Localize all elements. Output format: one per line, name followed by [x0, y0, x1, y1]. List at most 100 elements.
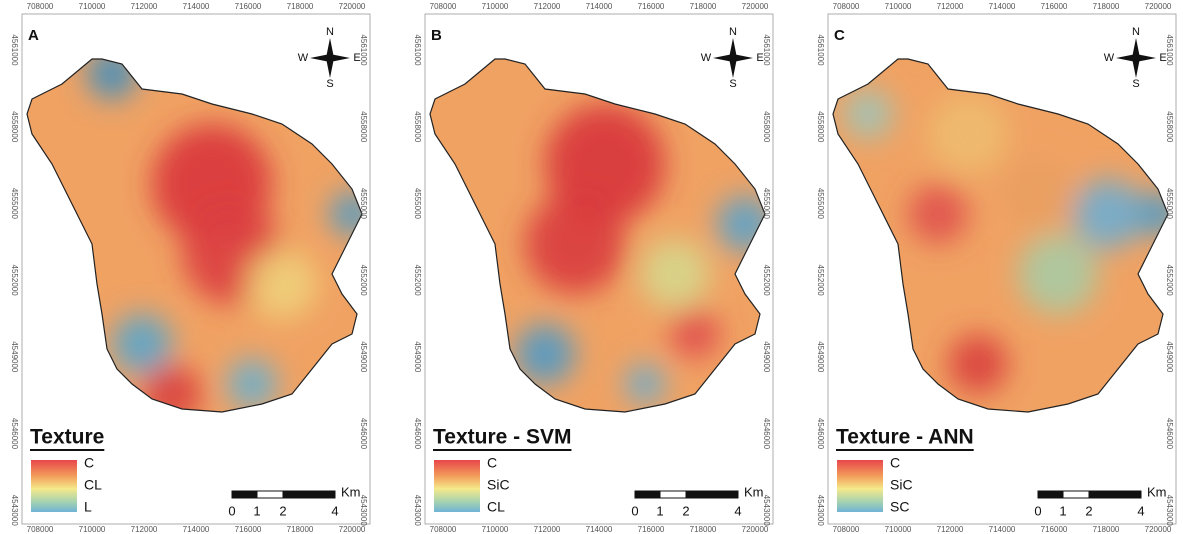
x-tick-label: 720000 [339, 525, 366, 534]
x-tick-label: 716000 [235, 525, 262, 534]
compass-label: S [326, 78, 333, 90]
y-tick-label: 4546000 [1165, 418, 1174, 450]
y-tick-label: 4546000 [413, 418, 422, 450]
x-tick-label: 712000 [131, 2, 158, 11]
y-tick-label: 4546000 [816, 418, 825, 450]
y-tick-label: 4555000 [10, 188, 19, 220]
x-tick-label: 720000 [742, 2, 769, 11]
y-tick-label: 4549000 [413, 341, 422, 373]
y-tick-label: 4552000 [413, 265, 422, 297]
scale-bar-segment [232, 491, 257, 498]
figure: 708000 708000 710000 710000 712000 712000 7140… [0, 0, 1183, 534]
scale-bar-segment [1063, 491, 1089, 498]
legend-label: C [84, 455, 94, 471]
scale-bar-label: 4 [734, 503, 741, 518]
x-tick-label: 718000 [287, 2, 314, 11]
x-tick-label: 710000 [79, 2, 106, 11]
compass-label: E [353, 52, 360, 64]
x-tick-label: 714000 [586, 525, 613, 534]
y-tick-label: 4552000 [10, 265, 19, 297]
x-tick-label: 712000 [534, 525, 561, 534]
compass-label: W [701, 52, 712, 64]
texture-zone [928, 94, 1008, 174]
scale-bar-label: 1 [253, 503, 260, 518]
y-tick-label: 4558000 [816, 111, 825, 143]
x-tick-label: 716000 [1041, 2, 1068, 11]
x-tick-label: 716000 [638, 2, 665, 11]
x-tick-label: 714000 [586, 2, 613, 11]
y-tick-label: 4549000 [359, 341, 368, 373]
legend-label: C [890, 455, 900, 471]
x-tick-label: 718000 [287, 525, 314, 534]
y-tick-label: 4552000 [762, 265, 771, 297]
compass-label: N [326, 26, 334, 38]
legend-title: Texture - ANN [836, 426, 974, 449]
compass-label: N [1132, 26, 1140, 38]
x-tick-label: 718000 [690, 2, 717, 11]
legend-ramp [434, 460, 480, 512]
y-tick-label: 4558000 [10, 111, 19, 143]
x-tick-label: 716000 [638, 525, 665, 534]
y-tick-label: 4543000 [413, 495, 422, 527]
x-tick-label: 708000 [430, 2, 457, 11]
x-tick-label: 710000 [482, 525, 509, 534]
compass-label: S [1132, 78, 1139, 90]
scale-bar-segment [635, 491, 660, 498]
scale-bar-unit: Km [744, 484, 764, 499]
scale-bar-label: 0 [228, 503, 235, 518]
scale-bar-unit: Km [341, 484, 361, 499]
compass-label: W [298, 52, 309, 64]
texture-zone [525, 194, 625, 294]
x-tick-label: 710000 [885, 525, 912, 534]
compass-label: S [729, 78, 736, 90]
scale-bar-label: 4 [331, 503, 338, 518]
y-tick-label: 4561000 [10, 34, 19, 66]
y-tick-label: 4555000 [1165, 188, 1174, 220]
x-tick-label: 718000 [1093, 2, 1120, 11]
panel-letter: B [431, 27, 442, 44]
legend-label: SC [890, 499, 909, 515]
panel-letter: A [28, 27, 39, 44]
texture-zone [1018, 234, 1098, 314]
scale-bar-segment [1038, 491, 1063, 498]
x-tick-label: 720000 [1145, 2, 1172, 11]
x-tick-label: 710000 [79, 525, 106, 534]
scale-bar-label: 1 [656, 503, 663, 518]
legend-label: SiC [487, 477, 510, 493]
x-tick-label: 720000 [742, 525, 769, 534]
scale-bar-label: 0 [631, 503, 638, 518]
x-tick-label: 714000 [989, 525, 1016, 534]
legend-label: C [487, 455, 497, 471]
y-tick-label: 4561000 [816, 34, 825, 66]
y-tick-label: 4549000 [762, 341, 771, 373]
y-tick-label: 4546000 [762, 418, 771, 450]
scale-bar-segment [686, 491, 738, 498]
y-tick-label: 4558000 [762, 111, 771, 143]
texture-zone [247, 249, 317, 319]
texture-zone [670, 309, 720, 359]
texture-zone [1003, 159, 1073, 229]
y-tick-label: 4549000 [1165, 341, 1174, 373]
y-tick-label: 4546000 [10, 418, 19, 450]
scale-bar-label: 2 [682, 503, 689, 518]
x-tick-label: 714000 [183, 2, 210, 11]
x-tick-label: 712000 [937, 525, 964, 534]
x-tick-label: 714000 [989, 2, 1016, 11]
scale-bar-segment [660, 491, 686, 498]
scale-bar-unit: Km [1147, 484, 1167, 499]
y-tick-label: 4552000 [359, 265, 368, 297]
x-tick-label: 708000 [430, 525, 457, 534]
x-tick-label: 718000 [690, 525, 717, 534]
y-tick-label: 4543000 [10, 495, 19, 527]
x-tick-label: 716000 [235, 2, 262, 11]
y-tick-label: 4549000 [816, 341, 825, 373]
x-tick-label: 720000 [339, 2, 366, 11]
y-tick-label: 4555000 [413, 188, 422, 220]
y-tick-label: 4558000 [1165, 111, 1174, 143]
x-tick-label: 712000 [937, 2, 964, 11]
map-panel: 7080007080007100007100007120007120007140… [413, 2, 773, 534]
scale-bar-segment [257, 491, 283, 498]
legend-label: SiC [890, 477, 913, 493]
legend-title: Texture [30, 426, 104, 449]
y-tick-label: 4561000 [413, 34, 422, 66]
